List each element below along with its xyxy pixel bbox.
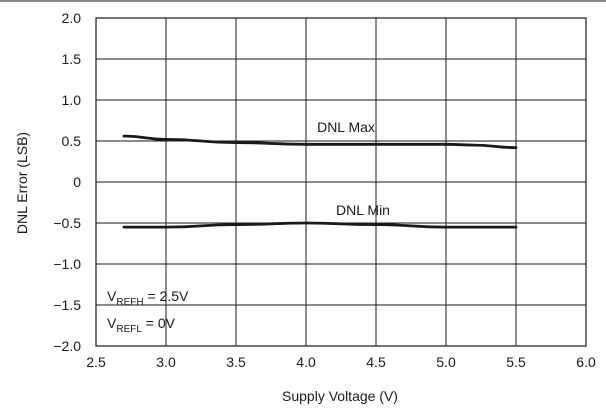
y-tick-label: 1.0	[62, 92, 82, 108]
series-label-dnl-min: DNL Min	[336, 202, 390, 218]
dnl-min-line	[122, 221, 518, 229]
vrefl-prefix: V	[107, 315, 117, 331]
y-tick-label: 0	[73, 174, 81, 190]
y-tick-label: −1.0	[53, 256, 81, 272]
vrefl-subscript: REFL	[116, 324, 142, 335]
x-tick-label: 6.0	[576, 354, 596, 370]
x-axis-label: Supply Voltage (V)	[282, 388, 398, 404]
vrefh-prefix: V	[107, 288, 117, 304]
tick-labels: 2.5 3.0 3.5 4.0 4.5 5.0 5.5 6.0 −2.0 −1.5 −1.0 −0.5…	[53, 10, 596, 370]
x-tick-label: 4.5	[366, 354, 386, 370]
x-tick-label: 3.5	[226, 354, 246, 370]
vrefh-annotation: VREFH = 2.5V	[107, 288, 189, 308]
series-label-dnl-max: DNL Max	[317, 119, 375, 135]
y-tick-label: −0.5	[53, 215, 81, 231]
x-tick-label: 2.5	[86, 354, 106, 370]
y-tick-label: 2.0	[62, 10, 82, 26]
y-axis-label: DNL Error (LSB)	[14, 132, 30, 234]
y-tick-label: −2.0	[53, 338, 81, 354]
series-lines	[122, 134, 518, 229]
vrefl-value: = 0V	[142, 315, 176, 331]
y-tick-label: 0.5	[62, 133, 82, 149]
vrefh-value: = 2.5V	[144, 288, 189, 304]
vrefh-subscript: REFH	[116, 297, 143, 308]
plot-frame	[95, 17, 587, 347]
x-tick-label: 3.0	[156, 354, 176, 370]
dnl-max-line	[122, 134, 518, 149]
y-tick-label: −1.5	[53, 297, 81, 313]
vrefl-annotation: VREFL = 0V	[107, 315, 176, 335]
x-tick-label: 5.5	[506, 354, 526, 370]
y-tick-label: 1.5	[62, 51, 82, 67]
x-tick-label: 4.0	[296, 354, 316, 370]
x-tick-label: 5.0	[436, 354, 456, 370]
